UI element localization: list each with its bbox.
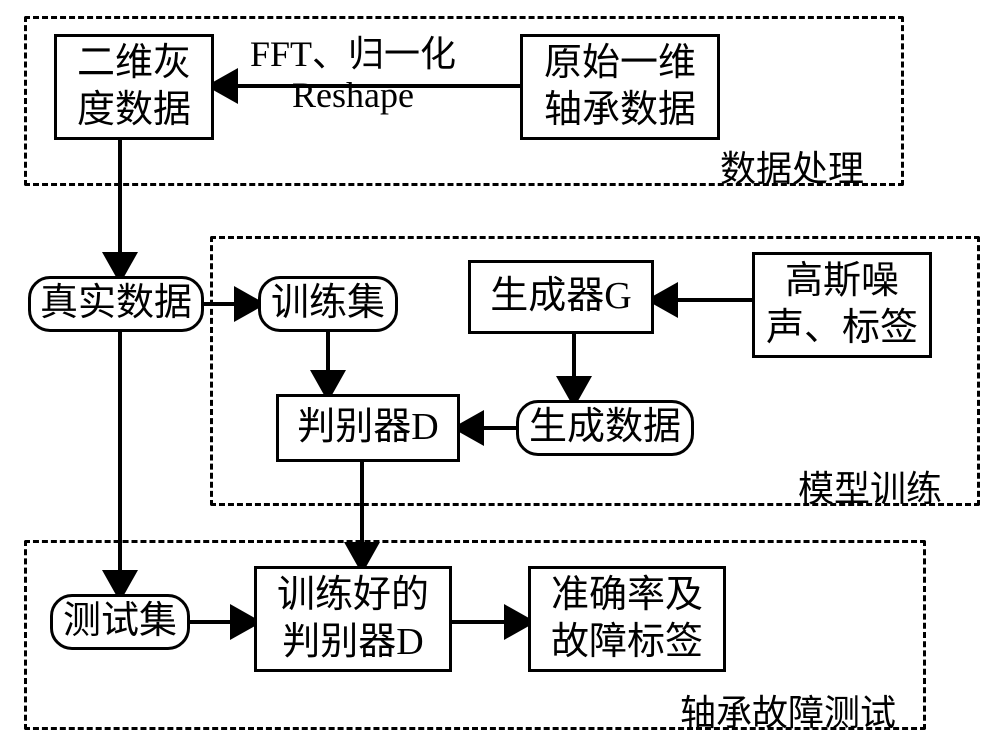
node-label: 生成器G xyxy=(490,273,631,321)
node-n_train: 训练集 xyxy=(258,276,398,332)
group-label-g1: 数据处理 xyxy=(720,140,864,192)
node-label: 训练好的判别器D xyxy=(277,572,429,667)
node-label: 高斯噪声、标签 xyxy=(766,258,918,353)
node-n_acc: 准确率及故障标签 xyxy=(528,566,726,672)
node-n_noise: 高斯噪声、标签 xyxy=(752,252,932,358)
node-n_gen: 生成器G xyxy=(468,260,654,334)
node-label: 原始一维轴承数据 xyxy=(544,40,696,135)
node-n_test: 测试集 xyxy=(50,594,190,650)
node-n_raw: 原始一维轴承数据 xyxy=(520,34,720,140)
node-n_gray: 二维灰度数据 xyxy=(54,34,214,140)
node-label: 训练集 xyxy=(271,280,385,328)
node-label: 生成数据 xyxy=(529,404,681,452)
group-label-g3: 轴承故障测试 xyxy=(680,684,896,736)
node-n_real: 真实数据 xyxy=(28,276,204,332)
node-n_disc: 判别器D xyxy=(276,394,460,462)
node-label: 二维灰度数据 xyxy=(77,40,191,135)
node-label: 判别器D xyxy=(297,404,438,452)
node-n_tdisc: 训练好的判别器D xyxy=(254,566,452,672)
node-label: 测试集 xyxy=(63,598,177,646)
group-label-g2: 模型训练 xyxy=(798,460,942,512)
node-n_gdata: 生成数据 xyxy=(516,400,694,456)
diagram-canvas: 数据处理模型训练轴承故障测试 二维灰度数据 原始一维轴承数据真实数据 训练集 生成器G 高… xyxy=(0,0,1000,754)
node-label: 真实数据 xyxy=(40,280,192,328)
edge-label-n_raw-n_gray: FFT、归一化Reshape xyxy=(250,34,456,117)
node-label: 准确率及故障标签 xyxy=(551,572,703,667)
